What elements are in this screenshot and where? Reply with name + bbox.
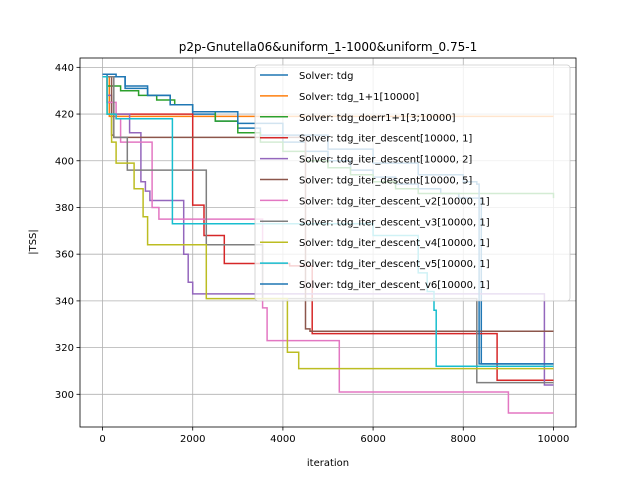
x-tick-label: 8000: [451, 434, 476, 445]
plot-frame: [79, 57, 577, 428]
legend-entry-label: Solver: tdg_iter_descent_v6[10000, 1]: [299, 280, 490, 291]
axis-ticks: 0 2000 4000 6000 8000 10000 300 320 340 360 380 400…: [55, 63, 569, 445]
series-line-9: [102, 75, 554, 370]
legend-entry-label: Solver: tdg_iter_descent_v2[10000, 1]: [299, 196, 490, 207]
x-tick-label: 0: [99, 434, 105, 445]
series-line-7: [102, 75, 554, 414]
y-tick-label: 360: [55, 250, 74, 261]
x-tick-label: 6000: [360, 434, 385, 445]
chart-title: p2p-Gnutella06&uniform_1-1000&uniform_0.…: [179, 40, 477, 54]
legend-entry-label: Solver: tdg_doerr1+1[3;10000]: [299, 113, 456, 124]
legend-entry-label: Solver: tdg: [299, 71, 353, 82]
legend: Solver: tdg Solver: tdg_1+1[10000] Solver:…: [254, 64, 571, 302]
y-tick-label: 340: [55, 296, 74, 307]
legend-entry-label: Solver: tdg_iter_descent_v4[10000, 1]: [299, 238, 490, 249]
x-tick-label: 10000: [538, 434, 570, 445]
legend-entry-label: Solver: tdg_iter_descent[10000, 2]: [299, 155, 472, 166]
legend-entry-label: Solver: tdg_1+1[10000]: [299, 92, 419, 103]
legend-entry-label: Solver: tdg_iter_descent_v5[10000, 1]: [299, 259, 490, 270]
x-tick-label: 2000: [180, 434, 205, 445]
legend-entry-label: Solver: tdg_iter_descent[10000, 5]: [299, 176, 472, 187]
y-tick-label: 440: [55, 63, 74, 74]
y-tick-label: 300: [55, 390, 74, 401]
y-tick-label: 320: [55, 343, 74, 354]
x-axis-label: iteration: [307, 458, 349, 469]
x-tick-label: 4000: [270, 434, 295, 445]
y-tick-label: 400: [55, 156, 74, 167]
y-axis-label: |TSS|: [28, 229, 39, 255]
legend-box: [254, 64, 571, 302]
y-tick-label: 420: [55, 110, 74, 121]
legend-entry-label: Solver: tdg_iter_descent_v3[10000, 1]: [299, 217, 490, 228]
legend-entry-label: Solver: tdg_iter_descent[10000, 1]: [299, 134, 472, 145]
y-tick-label: 380: [55, 203, 74, 214]
